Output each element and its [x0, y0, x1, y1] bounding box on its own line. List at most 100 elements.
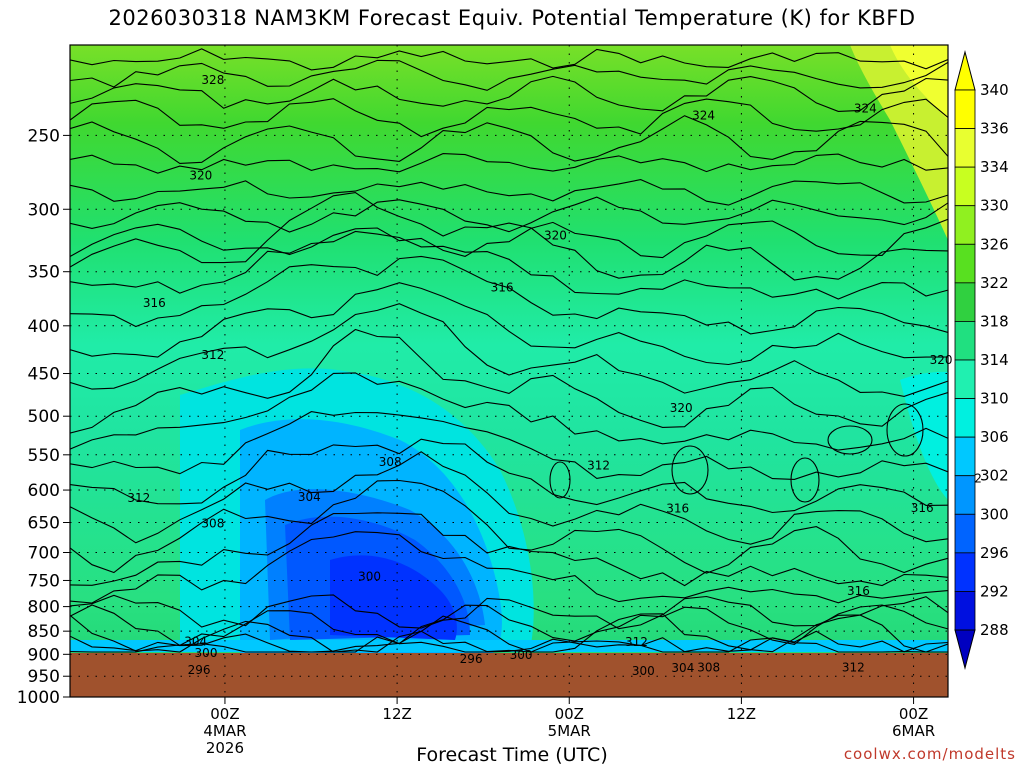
colorbar-label-310: 310 [980, 390, 1009, 408]
contour-loop-0 [671, 445, 709, 495]
contour-line-22 [70, 594, 948, 630]
contour-label-26: 300 [510, 648, 533, 662]
colorbar-swatch-12 [954, 552, 976, 592]
colorbar-bottom-arrow [954, 629, 976, 670]
x-tick-label-2-1: 5MAR [548, 722, 591, 740]
contour-label-18: 308 [379, 455, 402, 469]
contour-line-9 [70, 192, 948, 281]
x-tick-label-0-0: 00Z [210, 705, 239, 723]
y-tick-label-900: 900 [28, 645, 60, 665]
contour-lines [70, 48, 948, 653]
ground [70, 653, 948, 697]
y-tick-label-1000: 1000 [17, 688, 60, 708]
contour-line-24 [70, 613, 948, 653]
colorbar-swatch-6 [954, 321, 976, 361]
x-tick-label-1-0: 12Z [382, 705, 411, 723]
contour-loop-4 [886, 403, 924, 457]
colorbar-label-336: 336 [980, 120, 1009, 138]
colorbar-label-300: 300 [980, 505, 1009, 523]
y-tick-label-600: 600 [28, 481, 60, 501]
contour-loop-1 [790, 457, 820, 503]
contour-label-25: 300 [195, 646, 218, 660]
colorbar-label-302: 302 [980, 467, 1009, 485]
contour-label-13: 312 [127, 491, 150, 505]
contour-loop-3 [549, 461, 571, 499]
y-tick-label-550: 550 [28, 446, 60, 466]
contour-line-7 [70, 196, 948, 233]
colorbar-swatch-2 [954, 166, 976, 207]
contour-label-23: 304 [671, 661, 694, 675]
x-tick-label-4-1: 6MAR [892, 722, 935, 740]
contour-line-16 [70, 411, 948, 480]
contour-label-20: 308 [697, 661, 720, 675]
x-tick-label-0-2: 2026 [206, 739, 244, 757]
credit-text: coolwx.com/modelts [843, 745, 1016, 763]
colorbar-label-322: 322 [980, 274, 1009, 292]
colorbar-swatch-11 [954, 513, 976, 554]
colorbar-swatch-10 [954, 475, 976, 515]
contour-line-18 [70, 451, 948, 545]
contour-label-28: 296 [188, 663, 211, 677]
colorbar-label-306: 306 [980, 428, 1009, 446]
contour-line-17 [70, 438, 948, 514]
contour-line-0 [70, 48, 948, 71]
colorbar-swatch-5 [954, 282, 976, 322]
contour-line-14 [70, 328, 948, 434]
contour-line-25 [70, 630, 948, 653]
contour-label-3: 320 [189, 168, 212, 182]
y-tick-label-850: 850 [28, 622, 60, 642]
colorbar-swatch-13 [954, 591, 976, 631]
y-tick-label-300: 300 [28, 200, 60, 220]
colorbar-label-334: 334 [980, 158, 1009, 176]
colorbar-swatch-0 [954, 89, 976, 129]
colorbar-swatch-1 [954, 128, 976, 168]
x-tick-label-4-0: 00Z [899, 705, 928, 723]
x-tick-label-3-0: 12Z [727, 705, 756, 723]
y-tick-label-450: 450 [28, 365, 60, 385]
contour-label-24: 300 [358, 570, 381, 584]
colorbar-swatch-7 [954, 359, 976, 399]
contour-label-29: 296 [460, 652, 483, 666]
colorbar-top-arrow [954, 50, 976, 91]
contour-line-26 [70, 636, 948, 653]
contour-line-19 [70, 479, 948, 574]
contour-line-21 [70, 531, 948, 604]
contour-label-27: 300 [632, 664, 655, 678]
contour-line-15 [70, 372, 948, 451]
colorbar-label-296: 296 [980, 544, 1009, 562]
contour-label-8: 316 [491, 281, 514, 295]
contour-line-5 [70, 153, 948, 174]
x-tick-label-2-0: 00Z [555, 705, 584, 723]
contour-label-21: 304 [298, 490, 321, 504]
contour-label-1: 324 [692, 108, 715, 122]
contour-line-11 [70, 255, 948, 335]
contour-line-13 [70, 303, 948, 397]
contour-line-6 [70, 179, 948, 206]
theta-e-field [70, 45, 948, 697]
y-tick-label-400: 400 [28, 317, 60, 337]
x-axis-label: Forecast Time (UTC) [416, 744, 608, 766]
contour-loop-2 [827, 425, 873, 455]
contour-label-15: 312 [625, 635, 648, 649]
contour-label-9: 316 [666, 502, 689, 516]
contour-label-11: 316 [911, 501, 934, 515]
colorbar-label-340: 340 [980, 81, 1009, 99]
contour-label-2: 324 [854, 102, 877, 116]
y-tick-label-500: 500 [28, 407, 60, 427]
colorbar-swatch-4 [954, 243, 976, 284]
contour-label-10: 316 [847, 584, 870, 598]
y-tick-label-750: 750 [28, 571, 60, 591]
contour-label-12: 312 [201, 348, 224, 362]
contour-line-12 [70, 282, 948, 366]
contour-line-1 [70, 59, 948, 91]
contour-label-22: 304 [184, 635, 207, 649]
colorbar-label-292: 292 [980, 582, 1009, 600]
contour-label-5: 320 [670, 401, 693, 415]
contour-line-20 [70, 512, 948, 587]
y-tick-label-650: 650 [28, 513, 60, 533]
y-tick-label-950: 950 [28, 667, 60, 687]
contour-line-8 [70, 218, 948, 259]
colorbar-label-326: 326 [980, 235, 1009, 253]
contour-label-4: 320 [544, 228, 567, 242]
colorbar-label-288: 288 [980, 621, 1009, 639]
